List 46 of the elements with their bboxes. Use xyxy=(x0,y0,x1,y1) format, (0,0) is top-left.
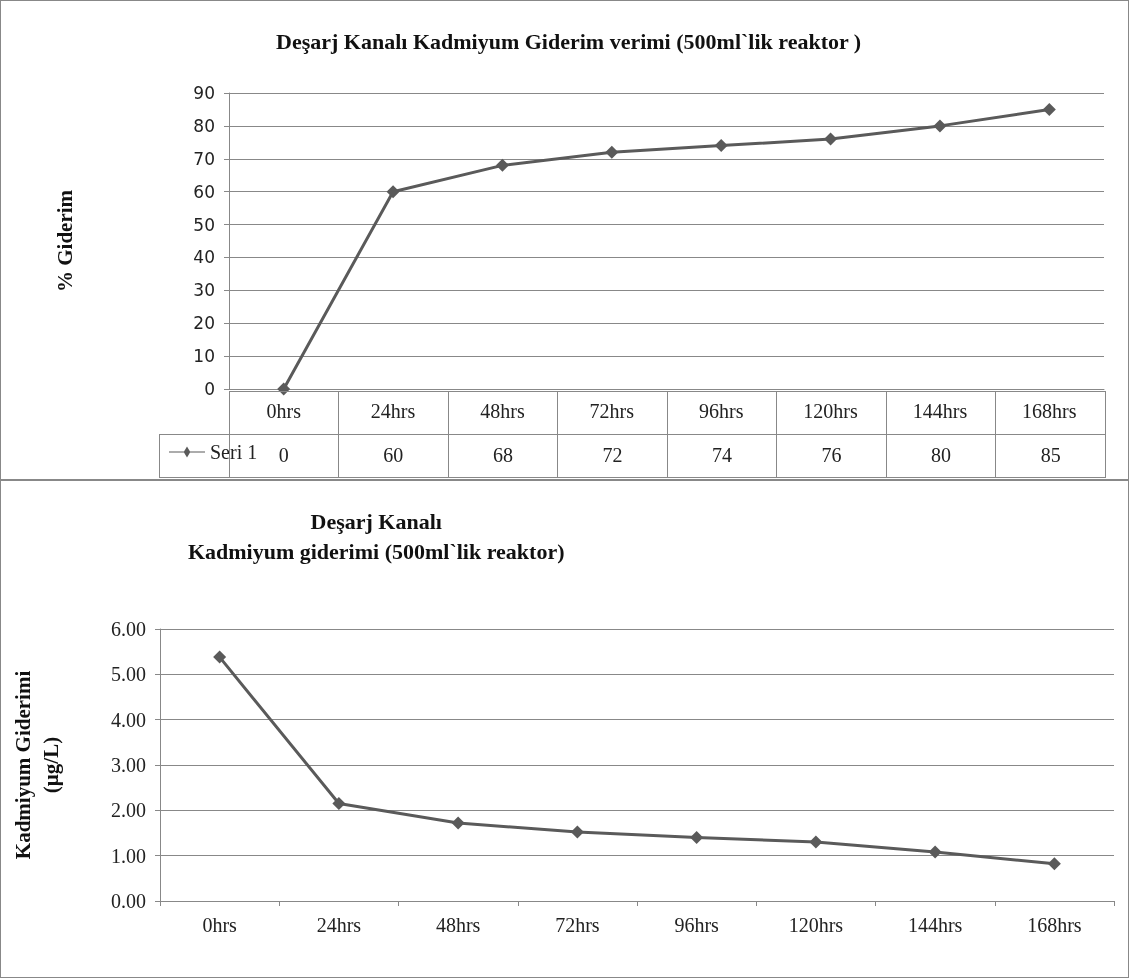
data-label: 68 xyxy=(448,434,558,477)
x-tick-label: 48hrs xyxy=(480,400,525,422)
y-tick-label: 30 xyxy=(193,280,215,301)
y-tick-label: 1.00 xyxy=(111,844,146,867)
x-tick-label: 120hrs xyxy=(803,400,858,422)
y-tick-label: 3.00 xyxy=(111,754,146,776)
y-tick-label: 6.00 xyxy=(111,618,146,640)
y-tick-label: 4.00 xyxy=(111,708,146,731)
x-tick-label: 48hrs xyxy=(435,914,481,936)
y-tick-label: 40 xyxy=(193,247,215,268)
x-tick-label: 168hrs xyxy=(1022,400,1077,422)
y-tick-label: 2.00 xyxy=(111,799,146,822)
data-label: 60 xyxy=(338,434,449,477)
y-tick-label: 50 xyxy=(193,214,215,235)
chart-title: Deşarj Kanalı Kadmiyum Giderim verimi (500ml`lik reaktor ) xyxy=(276,28,862,54)
x-tick-label: 0hrs xyxy=(202,914,238,936)
data-label: 74 xyxy=(667,434,777,477)
legend-label: Seri 1 xyxy=(210,441,258,463)
y-axis-title: % Giderim xyxy=(53,189,77,293)
y-tick-label: 0.00 xyxy=(111,890,146,912)
x-tick-label: 144hrs xyxy=(912,400,968,422)
y-tick-label: 70 xyxy=(193,148,215,169)
chart-title: Deşarj Kanalı Kadmiyum giderimi (500ml`lik reaktor) xyxy=(187,508,565,564)
data-label: 85 xyxy=(995,434,1106,477)
y-tick-label: 80 xyxy=(193,115,215,136)
x-tick-label: 72hrs xyxy=(555,914,600,936)
x-tick-label: 24hrs xyxy=(370,400,416,422)
x-tick-label: 168hrs xyxy=(1027,914,1082,936)
data-label: 72 xyxy=(557,434,668,477)
y-tick-label: 0 xyxy=(204,379,215,399)
x-tick-label: 72hrs xyxy=(589,400,635,422)
x-tick-label: 96hrs xyxy=(674,914,720,936)
y-tick-label: 5.00 xyxy=(111,663,146,686)
y-tick-label: 60 xyxy=(193,181,215,202)
x-tick-label: 144hrs xyxy=(907,914,963,936)
y-tick-label: 90 xyxy=(193,83,215,103)
data-label: 0 xyxy=(278,444,289,466)
y-tick-label: 20 xyxy=(193,313,215,334)
y-axis-title: Kadmiyum Giderimi (µg/L) xyxy=(11,670,63,860)
x-tick-label: 96hrs xyxy=(698,400,744,422)
x-tick-label: 120hrs xyxy=(788,914,844,936)
data-label: 80 xyxy=(886,434,996,477)
data-label: 76 xyxy=(776,434,887,477)
x-tick-label: 0hrs xyxy=(266,400,302,422)
x-tick-label: 24hrs xyxy=(316,914,362,936)
y-tick-label: 10 xyxy=(193,346,215,367)
